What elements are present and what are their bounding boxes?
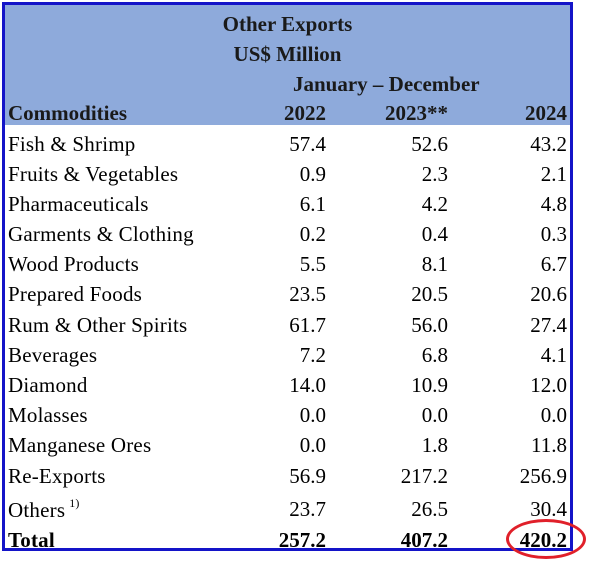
- column-header-2022: 2022: [284, 101, 326, 125]
- table-row: Manganese Ores 0.0 1.8 11.8: [5, 435, 570, 465]
- table-row: Diamond 14.0 10.9 12.0: [5, 375, 570, 405]
- table-row: Others 1) 23.7 26.5 30.4: [5, 496, 570, 529]
- value-2023: 2.3: [421, 162, 448, 186]
- commodity-name: Garments & Clothing: [8, 222, 194, 246]
- total-2023: 407.2: [400, 528, 448, 552]
- commodity-name: Molasses: [8, 403, 88, 427]
- value-2022: 0.9: [299, 162, 326, 186]
- value-2024: 4.1: [540, 343, 567, 367]
- table-row: Fish & Shrimp 57.4 52.6 43.2: [5, 134, 570, 164]
- value-2022: 23.7: [289, 497, 326, 521]
- value-2023: 26.5: [411, 497, 448, 521]
- value-2024: 2.1: [540, 162, 567, 186]
- value-2023: 8.1: [421, 252, 448, 276]
- table-subtitle: US$ Million: [233, 42, 342, 66]
- value-2022: 56.9: [289, 464, 326, 488]
- value-2024: 256.9: [519, 464, 567, 488]
- commodity-name: Pharmaceuticals: [8, 192, 149, 216]
- value-2022: 5.5: [299, 252, 326, 276]
- value-2024: 11.8: [531, 433, 567, 457]
- table-row: Re-Exports 56.9 217.2 256.9: [5, 466, 570, 496]
- commodity-name: Re-Exports: [8, 464, 106, 488]
- table-row: Prepared Foods 23.5 20.5 20.6: [5, 284, 570, 314]
- value-2022: 61.7: [289, 313, 326, 337]
- column-header-commodities: Commodities: [8, 101, 127, 125]
- highlight-circle: [506, 519, 586, 559]
- value-2022: 0.0: [299, 433, 326, 457]
- commodity-name: Prepared Foods: [8, 282, 143, 306]
- column-header-2024: 2024: [525, 101, 567, 125]
- table-row: Molasses 0.0 0.0 0.0: [5, 405, 570, 435]
- commodity-name: Fruits & Vegetables: [8, 162, 179, 186]
- value-2022: 57.4: [289, 132, 326, 156]
- commodity-name: Manganese Ores: [8, 433, 152, 457]
- value-2022: 0.0: [299, 403, 326, 427]
- commodity-name: Others 1): [8, 496, 80, 522]
- commodity-name: Fish & Shrimp: [8, 132, 136, 156]
- total-2022: 257.2: [278, 528, 326, 552]
- value-2022: 0.2: [299, 222, 326, 246]
- value-2023: 217.2: [400, 464, 448, 488]
- table-row: Rum & Other Spirits 61.7 56.0 27.4: [5, 315, 570, 345]
- value-2024: 4.8: [540, 192, 567, 216]
- table-row: Pharmaceuticals 6.1 4.2 4.8: [5, 194, 570, 224]
- value-2023: 6.8: [421, 343, 448, 367]
- total-row: Total 257.2 407.2 420.2: [5, 530, 570, 560]
- commodity-name: Wood Products: [8, 252, 139, 276]
- value-2022: 23.5: [289, 282, 326, 306]
- commodity-name: Diamond: [8, 373, 88, 397]
- total-label: Total: [8, 528, 55, 552]
- value-2024: 43.2: [530, 132, 567, 156]
- value-2024: 27.4: [530, 313, 567, 337]
- value-2023: 0.0: [421, 403, 448, 427]
- table-row: Fruits & Vegetables 0.9 2.3 2.1: [5, 164, 570, 194]
- period-label: January – December: [293, 72, 480, 96]
- value-2023: 20.5: [411, 282, 448, 306]
- table-header: Other Exports US$ Million January – Dece…: [5, 5, 570, 125]
- value-2023: 0.4: [421, 222, 448, 246]
- footnote-marker: 1): [69, 496, 80, 510]
- value-2024: 0.3: [540, 222, 567, 246]
- value-2024: 0.0: [540, 403, 567, 427]
- table-title: Other Exports: [222, 12, 353, 36]
- value-2022: 14.0: [289, 373, 326, 397]
- value-2024: 20.6: [530, 282, 567, 306]
- table-row: Garments & Clothing 0.2 0.4 0.3: [5, 224, 570, 254]
- commodity-name: Beverages: [8, 343, 98, 367]
- value-2023: 1.8: [421, 433, 448, 457]
- commodity-name-text: Others: [8, 498, 66, 522]
- value-2024: 6.7: [540, 252, 567, 276]
- table-row: Wood Products 5.5 8.1 6.7: [5, 254, 570, 284]
- value-2023: 56.0: [411, 313, 448, 337]
- value-2022: 7.2: [299, 343, 326, 367]
- value-2023: 4.2: [421, 192, 448, 216]
- value-2024: 12.0: [530, 373, 567, 397]
- value-2022: 6.1: [299, 192, 326, 216]
- value-2024: 30.4: [530, 497, 567, 521]
- value-2023: 10.9: [411, 373, 448, 397]
- commodity-name: Rum & Other Spirits: [8, 313, 188, 337]
- value-2023: 52.6: [411, 132, 448, 156]
- table-row: Beverages 7.2 6.8 4.1: [5, 345, 570, 375]
- exports-table: Other Exports US$ Million January – Dece…: [2, 2, 573, 551]
- column-header-2023: 2023**: [385, 101, 448, 125]
